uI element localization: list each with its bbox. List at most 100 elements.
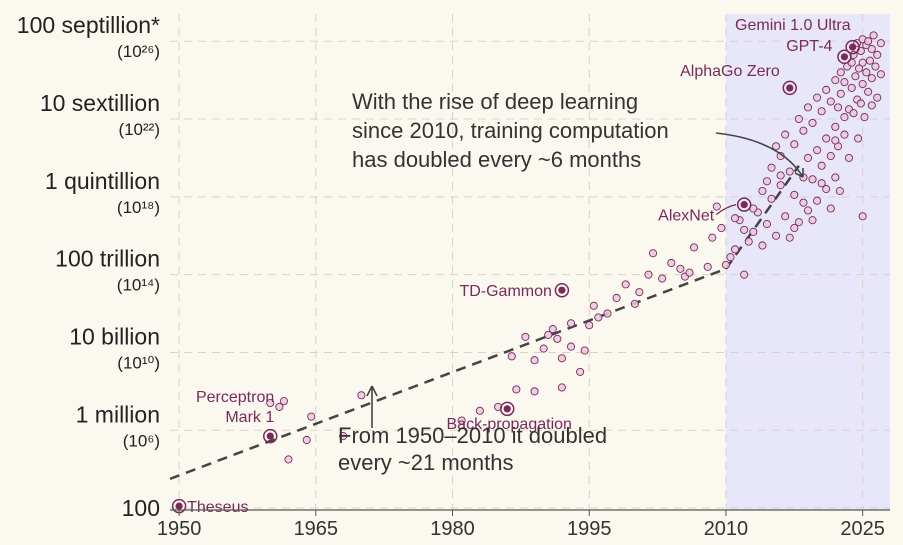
data-point [635,288,644,297]
annotation-deep-learning: has doubled every ~6 months [352,147,641,172]
data-point [507,352,516,361]
y-tick-label: 1 quintillion [45,168,160,194]
data-point [867,44,876,54]
data-point [648,249,658,258]
point-label: Back-propagation [447,416,572,433]
data-point [762,177,772,186]
data-point [876,70,885,79]
point-label: Mark 1 [225,409,274,426]
data-point [553,334,562,343]
data-point [667,258,676,268]
data-point [785,167,794,176]
data-point [817,107,826,116]
data-point [740,225,749,234]
x-tick-label: 1995 [567,518,612,540]
point-label: AlexNet [658,208,715,225]
data-point [731,214,740,223]
data-point [864,37,873,46]
data-point [864,87,873,96]
data-point [580,346,589,355]
annotation-arrowhead [794,168,804,178]
data-point [834,103,843,112]
data-point [566,342,576,351]
data-point [266,398,275,408]
point-label: TD-Gammon [459,283,551,300]
data-point [781,212,790,221]
highlight-ring [263,428,278,444]
data-point [844,153,854,162]
data-point [813,196,822,205]
data-point [576,367,585,376]
y-tick-label: 100 trillion [55,246,160,272]
y-tick-label: 10 billion [69,323,160,349]
data-point [585,321,594,330]
highlight-ring [736,197,752,212]
data-point [865,56,874,65]
data-point [867,74,876,83]
data-point [808,216,817,225]
point-label: Theseus [187,499,248,516]
data-point [867,101,876,110]
data-point [284,455,293,464]
y-tick-exponent: (10²⁶) [117,42,160,61]
data-point [871,62,880,71]
data-point [758,186,767,196]
data-point [873,93,882,102]
data-point [767,163,776,172]
data-point [854,134,863,143]
data-point [589,301,598,310]
data-point [785,233,794,242]
x-tick-label: 1950 [157,518,202,540]
data-point [831,136,840,145]
data-point [475,406,484,415]
data-point [854,64,864,73]
y-tick-label: 100 [122,495,160,521]
data-point [302,435,311,445]
deep-learning-era-region [725,14,890,510]
y-tick-label: 10 sextillion [40,90,160,116]
data-point [817,161,826,170]
data-point [676,264,685,273]
highlight-point [840,53,849,61]
data-point [808,175,817,184]
y-tick-exponent: (10¹⁰) [117,353,160,372]
data-point [847,83,856,92]
data-point [772,231,781,240]
data-point [767,194,776,203]
data-point [858,79,867,89]
data-point [799,198,808,207]
data-point [803,206,813,215]
data-point [275,402,284,411]
data-point [721,260,730,269]
x-tick-label: 1965 [294,518,339,540]
highlight-point [266,432,274,440]
data-point [822,134,831,143]
highlight-point [503,405,511,413]
point-label: AlphaGo Zero [680,63,780,80]
data-point [530,356,539,365]
annotation-arrowhead [366,385,378,397]
data-point [703,262,712,271]
highlight-ring [499,401,515,417]
data-point [858,212,867,221]
highlight-point [558,286,566,294]
annotation-pre-deep-learning: From 1950–2010 it doubled [338,423,607,448]
annotation-deep-learning: since 2010, training computation [352,118,669,143]
data-point [831,122,840,131]
data-point [612,293,621,303]
data-point [781,130,790,139]
data-point [548,325,557,334]
data-point [876,39,885,48]
data-point [744,237,753,246]
data-point [840,113,849,122]
data-point [790,140,799,149]
data-point [307,412,316,421]
y-tick-exponent: (10¹⁸) [117,198,160,217]
highlight-ring [837,49,852,65]
x-tick-label: 2010 [704,518,749,540]
data-point [658,274,667,283]
data-point [813,146,822,155]
y-tick-exponent: (10¹⁴) [117,276,160,295]
data-point [566,319,576,328]
data-point [840,78,849,87]
